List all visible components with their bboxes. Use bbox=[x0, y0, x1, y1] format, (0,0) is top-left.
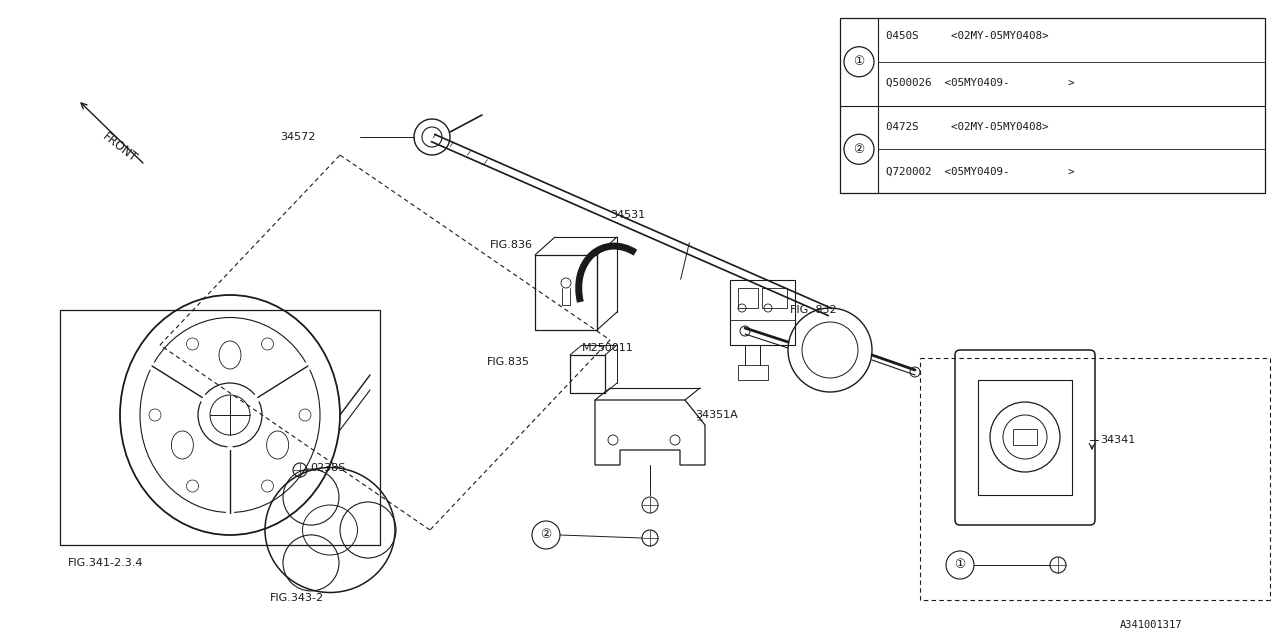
Text: M250011: M250011 bbox=[582, 343, 634, 353]
Text: FIG. 832: FIG. 832 bbox=[790, 305, 837, 315]
Text: FIG.835: FIG.835 bbox=[486, 357, 530, 367]
Text: Q500026  <05MY0409-         >: Q500026 <05MY0409- > bbox=[886, 77, 1074, 88]
Bar bbox=[60, 310, 380, 545]
Text: ②: ② bbox=[854, 143, 864, 156]
Text: 34341: 34341 bbox=[1100, 435, 1135, 445]
Text: A341001317: A341001317 bbox=[1120, 620, 1183, 630]
Text: ①: ① bbox=[955, 559, 965, 572]
Bar bbox=[570, 355, 605, 393]
Text: ②: ② bbox=[540, 529, 552, 541]
Bar bbox=[739, 288, 758, 308]
Text: 34572: 34572 bbox=[280, 132, 315, 142]
Text: FIG.836: FIG.836 bbox=[490, 240, 532, 250]
Bar bbox=[762, 288, 787, 308]
Bar bbox=[739, 365, 768, 380]
Text: 0450S     <02MY-05MY0408>: 0450S <02MY-05MY0408> bbox=[886, 31, 1048, 40]
Bar bbox=[978, 380, 1073, 495]
Text: Q720002  <05MY0409-         >: Q720002 <05MY0409- > bbox=[886, 167, 1074, 177]
Text: ①: ① bbox=[854, 55, 864, 68]
Bar bbox=[840, 18, 1265, 193]
Text: FIG.343-2: FIG.343-2 bbox=[270, 593, 324, 603]
Text: FRONT: FRONT bbox=[100, 131, 140, 165]
Text: 0238S: 0238S bbox=[310, 463, 346, 473]
Text: 0472S     <02MY-05MY0408>: 0472S <02MY-05MY0408> bbox=[886, 122, 1048, 131]
Text: 34531: 34531 bbox=[611, 210, 645, 220]
Text: FIG.341-2.3.4: FIG.341-2.3.4 bbox=[68, 558, 143, 568]
Text: 34351A: 34351A bbox=[695, 410, 737, 420]
Bar bbox=[730, 280, 795, 345]
Bar bbox=[535, 255, 596, 330]
Bar bbox=[1012, 429, 1037, 445]
